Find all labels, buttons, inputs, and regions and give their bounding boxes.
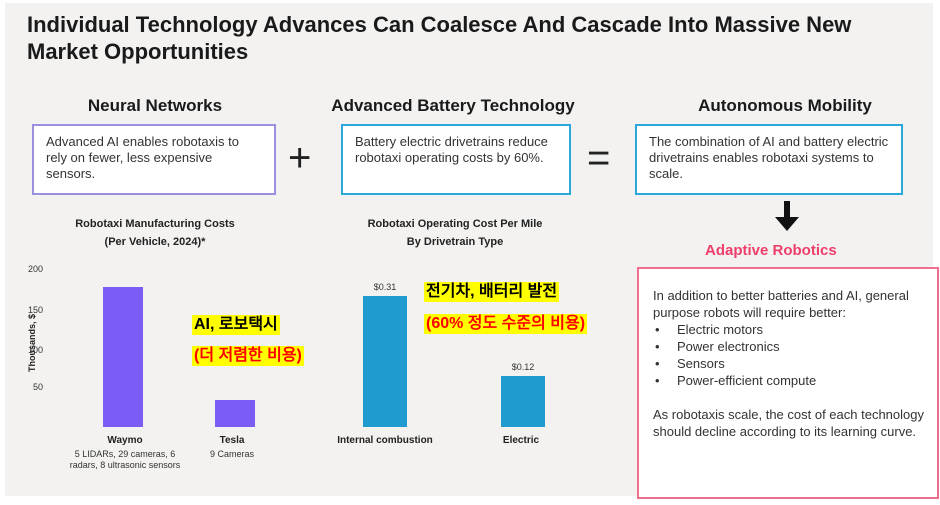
slide: Individual Technology Advances Can Coale…: [5, 3, 939, 499]
chart1-y-axis-label: Thousands, $: [27, 314, 37, 373]
annotation-60pct-cost: (60% 정도 수준의 비용): [424, 314, 588, 334]
category-label-tesla: Tesla: [219, 435, 245, 446]
category-label-internal-combustion: Internal combustion: [337, 435, 433, 446]
chart1-title: Robotaxi Manufacturing Costs: [75, 218, 235, 230]
chart2-title-block: Robotaxi Operating Cost Per Mile By Driv…: [345, 215, 565, 251]
y-tick-label: 200: [27, 264, 43, 274]
adaptive-robotics-title: Adaptive Robotics: [705, 242, 837, 259]
list-item: Electric motors: [653, 321, 925, 338]
category-note-waymo: 5 LIDARs, 29 cameras, 6 radars, 8 ultras…: [69, 449, 181, 470]
category-note-tesla: 9 Cameras: [209, 449, 254, 459]
list-item: Sensors: [653, 355, 925, 372]
heading-neural-networks: Neural Networks: [87, 96, 223, 115]
adaptive-robotics-box: In addition to better batteries and AI, …: [637, 267, 939, 499]
category-label-waymo: Waymo: [107, 435, 143, 446]
chart1-subtitle: (Per Vehicle, 2024)*: [104, 236, 206, 248]
plus-sign: +: [288, 136, 312, 180]
heading-battery-technology: Advanced Battery Technology: [331, 96, 575, 115]
list-item: Power-efficient compute: [653, 372, 925, 389]
battery-technology-box: Battery electric drivetrains reduce robo…: [341, 124, 571, 195]
robotics-outro: As robotaxis scale, the cost of each tec…: [653, 407, 924, 439]
chart2-subtitle: By Drivetrain Type: [406, 236, 504, 248]
value-label-ice: $0.31: [373, 282, 397, 292]
bar-internal-combustion: [363, 296, 407, 427]
robotics-intro: In addition to better batteries and AI, …: [653, 288, 909, 320]
y-tick-label: 150: [27, 305, 43, 315]
neural-networks-box: Advanced AI enables robotaxis to rely on…: [32, 124, 276, 195]
bar-waymo: [103, 286, 143, 427]
robotics-list: Electric motors Power electronics Sensor…: [653, 321, 925, 389]
annotation-ev-battery: 전기차, 배터리 발전: [424, 282, 560, 302]
annotation-cheaper-cost: (더 저렴한 비용): [192, 346, 304, 366]
bar-electric: [501, 376, 545, 427]
equals-sign: =: [587, 136, 611, 180]
annotation-ai-robotaxi: AI, 로보택시: [192, 315, 280, 335]
y-tick-label: 50: [32, 382, 43, 392]
heading-autonomous-mobility: Autonomous Mobility: [698, 96, 872, 115]
down-arrow-icon: [775, 201, 799, 231]
value-label-electric: $0.12: [511, 362, 535, 373]
bar-tesla: [215, 399, 255, 427]
page-title: Individual Technology Advances Can Coale…: [27, 12, 852, 64]
chart1-title-block: Robotaxi Manufacturing Costs (Per Vehicl…: [55, 215, 255, 251]
autonomous-mobility-box: The combination of AI and battery electr…: [635, 124, 903, 195]
category-label-electric: Electric: [502, 435, 540, 446]
chart2-title: Robotaxi Operating Cost Per Mile: [367, 218, 543, 230]
y-tick-label: 100: [27, 345, 43, 355]
list-item: Power electronics: [653, 338, 925, 355]
